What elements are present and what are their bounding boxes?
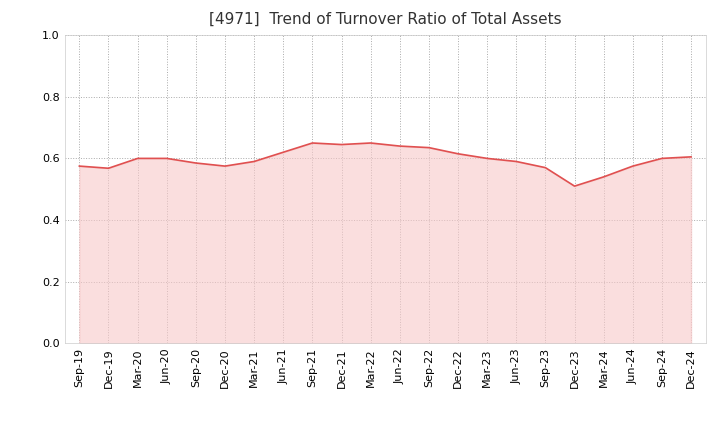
Title: [4971]  Trend of Turnover Ratio of Total Assets: [4971] Trend of Turnover Ratio of Total … [209, 12, 562, 27]
